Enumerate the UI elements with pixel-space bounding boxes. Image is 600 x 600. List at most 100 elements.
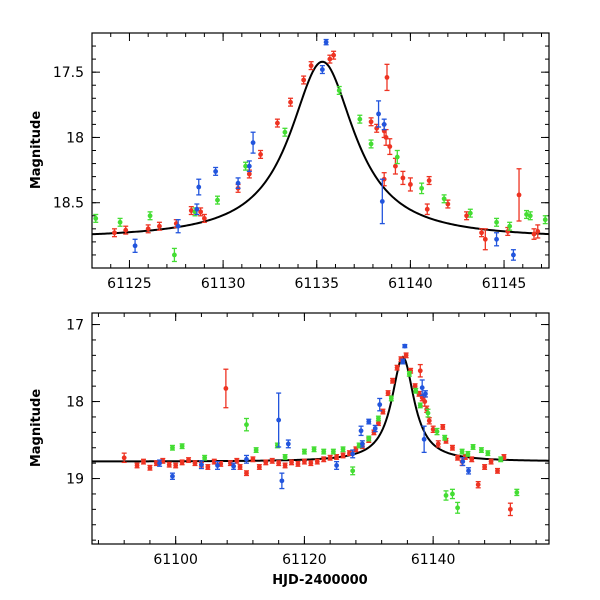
bottom-red-point [435, 440, 441, 448]
bottom-red-point [282, 462, 288, 469]
bottom-ylabel: Magnitude [29, 389, 44, 468]
top-red-point [145, 224, 151, 234]
top-red-point [531, 228, 537, 240]
bottom-red-point [134, 462, 140, 469]
top-red-point [482, 228, 488, 251]
top-green-point [336, 85, 342, 96]
top-blue-point [379, 178, 385, 225]
bottom-red-point [166, 461, 172, 468]
bottom-green-point [366, 435, 372, 442]
bottom-red-point [179, 459, 185, 466]
top-blue-point [196, 178, 202, 196]
bottom-blue-point [422, 390, 428, 398]
top-green-point [214, 195, 220, 205]
top-blue-point [319, 64, 325, 75]
bottom-green-point [282, 454, 288, 460]
bottom-ytick-label: 18 [66, 395, 84, 411]
top-xtick-label: 61130 [201, 276, 246, 292]
top-red-point [535, 224, 541, 239]
top-panel-tick-labels: 61125 61130 61135 61140 61145 17.5 18 18.5 [53, 65, 526, 292]
bottom-red-point [301, 458, 307, 465]
top-panel-ticks [91, 32, 549, 269]
bottom-red-point [227, 460, 233, 467]
top-ytick-label: 17.5 [53, 65, 84, 81]
top-red-point [327, 54, 333, 64]
bottom-blue-point [285, 439, 291, 449]
bottom-green-point [434, 427, 440, 436]
bottom-green-point [375, 415, 381, 422]
bottom-ytick-label: 19 [66, 472, 84, 488]
top-red-point [445, 199, 451, 209]
top-blue-point [132, 238, 138, 253]
bottom-blue-point [421, 425, 427, 454]
bottom-red-point [475, 480, 481, 489]
top-green-point [527, 211, 533, 221]
bottom-green-point [485, 450, 491, 457]
top-xtick-label: 61140 [388, 276, 433, 292]
top-green-point [117, 217, 123, 227]
top-xtick-label: 61135 [294, 276, 339, 292]
bottom-red-point [173, 462, 179, 469]
bottom-green-point [459, 448, 465, 455]
top-blue-point [494, 232, 500, 247]
bottom-red-point [256, 464, 262, 470]
bottom-panel-frame [91, 312, 550, 545]
top-red-point [123, 225, 129, 235]
bottom-blue-point [334, 460, 340, 470]
top-ytick-label: 18.5 [53, 196, 84, 212]
bottom-green-point [417, 402, 423, 409]
bottom-green-point [478, 447, 484, 454]
top-red-point [479, 228, 485, 238]
bottom-red-point [223, 368, 229, 409]
top-panel: 61125 61130 61135 61140 61145 17.5 18 18.5 Magn… [29, 32, 550, 292]
bottom-green-point [169, 444, 175, 451]
bottom-green-point [179, 443, 185, 450]
bottom-red-point [321, 456, 327, 463]
top-green-point [524, 209, 530, 220]
bottom-red-point [426, 417, 432, 425]
bottom-green-point [311, 446, 317, 453]
bottom-red-point [417, 363, 423, 378]
bottom-blue-point [402, 343, 408, 349]
top-red-point [188, 205, 194, 216]
bottom-red-point [237, 464, 243, 470]
bottom-xtick-label: 61120 [282, 552, 327, 568]
top-xtick-label: 61145 [482, 276, 527, 292]
bottom-green-point [350, 466, 356, 476]
bottom-green-point [340, 446, 346, 453]
bottom-green-point [425, 408, 431, 418]
bottom-green-point [330, 448, 336, 455]
top-xtick-label: 61125 [107, 276, 152, 292]
top-red-point [331, 50, 337, 60]
bottom-blue-point [358, 425, 364, 437]
bottom-ytick-label: 17 [66, 318, 84, 334]
bottom-red-point [488, 458, 494, 465]
bottom-red-point [205, 464, 211, 470]
bottom-green-point [443, 490, 449, 501]
bottom-data-points [121, 343, 520, 517]
top-blue-point [175, 219, 181, 234]
top-green-point [282, 127, 288, 137]
top-blue-point [323, 38, 329, 46]
top-red-point [516, 168, 522, 222]
top-red-point [407, 177, 413, 192]
bottom-red-point [186, 457, 192, 464]
bottom-red-point [211, 458, 217, 465]
bottom-red-point [327, 454, 333, 461]
top-red-point [383, 128, 389, 146]
bottom-red-point [147, 464, 153, 471]
bottom-blue-point [400, 358, 406, 365]
bottom-xtick-label: 61100 [153, 552, 198, 568]
top-green-point [93, 213, 99, 223]
top-green-point [419, 182, 425, 195]
bottom-red-point [495, 467, 501, 474]
top-red-point [387, 138, 393, 156]
top-green-point [171, 247, 177, 263]
bottom-blue-point [460, 457, 466, 467]
top-red-point [308, 61, 314, 71]
top-red-point [288, 97, 294, 107]
top-green-point [368, 139, 374, 149]
top-blue-point [235, 177, 241, 190]
top-blue-point [381, 118, 387, 131]
